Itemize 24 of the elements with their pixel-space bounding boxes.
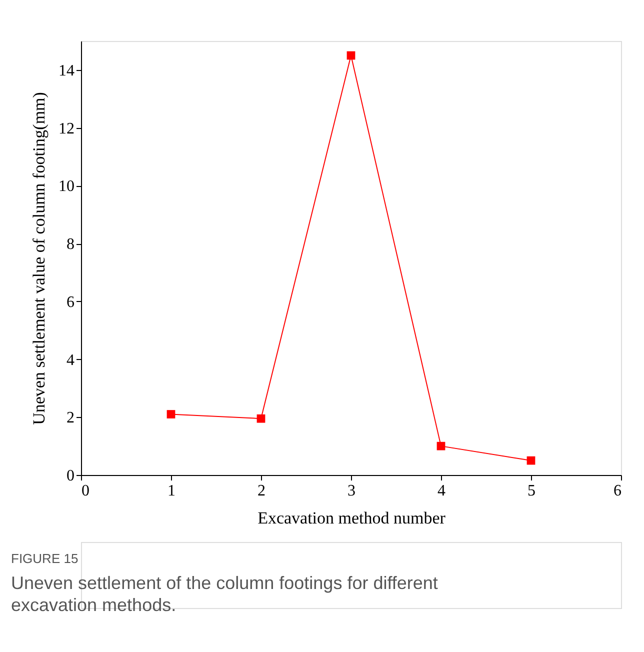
y-tick-label: 10 xyxy=(58,178,74,196)
y-tick-label: 8 xyxy=(66,236,74,254)
point xyxy=(346,51,356,60)
x-tick-label: 6 xyxy=(614,482,622,500)
y-tick-label: 6 xyxy=(66,294,74,311)
x-tick-label: 5 xyxy=(528,482,536,500)
x-tick-label: 3 xyxy=(348,482,356,500)
point xyxy=(256,414,266,423)
x-tick-label: 1 xyxy=(168,482,176,500)
y-tick-label: 0 xyxy=(66,468,74,484)
y-axis-title: Uneven settlement value of column footing(mm) xyxy=(30,92,48,425)
x-axis-title: Excavation method number xyxy=(258,508,446,528)
y-tick-label: 4 xyxy=(66,352,74,369)
x-tick-label: 4 xyxy=(438,482,446,500)
x-tick-label: 0 xyxy=(82,482,90,500)
x-tick-label: 2 xyxy=(258,482,266,500)
y-tick-label: 14 xyxy=(58,62,74,80)
point xyxy=(166,410,176,418)
point xyxy=(436,442,446,450)
caption: FIGURE 15 xyxy=(11,551,78,566)
text: Uneven settlement of the column footings for different excavation methods. xyxy=(11,573,438,615)
y-tick-label: 12 xyxy=(58,120,74,138)
point xyxy=(526,456,536,465)
y-tick-label: 2 xyxy=(66,410,74,427)
